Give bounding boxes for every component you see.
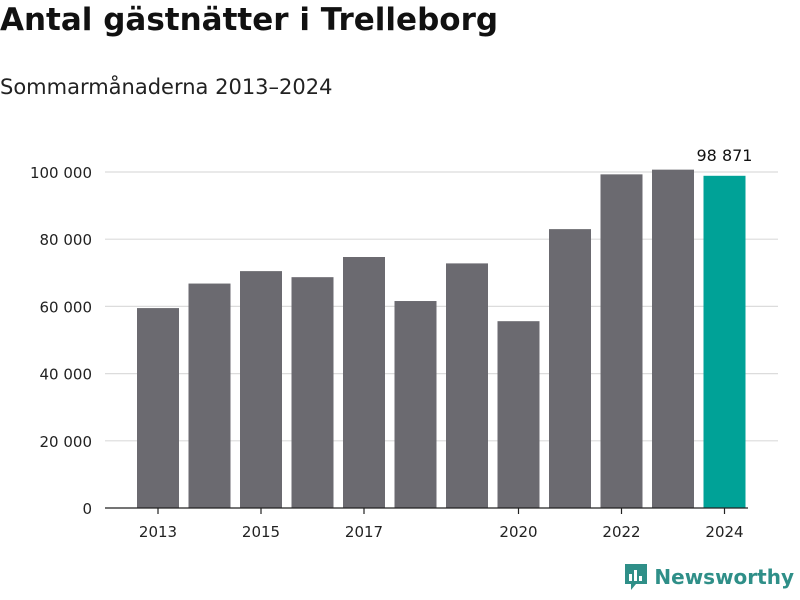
bar-2024 — [703, 175, 746, 508]
bar-2014 — [188, 283, 231, 508]
x-tick-label: 2013 — [139, 523, 177, 541]
axes: 0 20 000 40 000 60 000 80 000 100 000 2013 2015… — [30, 146, 753, 541]
bar-2018 — [394, 301, 437, 508]
bars — [137, 169, 746, 509]
chart-subtitle: Sommarmånaderna 2013–2024 — [0, 75, 333, 99]
newsworthy-logo-icon — [625, 564, 648, 590]
bar-2019 — [446, 263, 488, 508]
x-tick-label: 2017 — [345, 523, 383, 541]
bar-2015 — [240, 271, 282, 508]
data-label: 98 871 — [697, 146, 753, 165]
y-tick-label: 20 000 — [40, 433, 93, 451]
bar-2023 — [652, 169, 694, 508]
y-tick-label: 0 — [82, 500, 92, 518]
newsworthy-wordmark: Newsworthy — [654, 565, 794, 589]
x-tick-label: 2020 — [499, 523, 537, 541]
bar-2021 — [549, 229, 591, 508]
x-tick-label: 2015 — [242, 523, 280, 541]
bar-2013 — [137, 308, 179, 508]
y-tick-label: 60 000 — [40, 298, 93, 316]
newsworthy-logo: Newsworthy — [623, 562, 794, 592]
y-tick-label: 40 000 — [40, 366, 93, 384]
bar-2017 — [343, 257, 385, 508]
y-tick-label: 80 000 — [40, 231, 93, 249]
bar-2016 — [291, 277, 334, 508]
bar-2022 — [600, 174, 643, 509]
y-tick-label: 100 000 — [30, 164, 92, 182]
x-tick-label: 2022 — [602, 523, 640, 541]
chart-title: Antal gästnätter i Trelleborg — [0, 2, 499, 38]
x-tick-label: 2024 — [705, 523, 743, 541]
bar-2020 — [497, 321, 540, 508]
